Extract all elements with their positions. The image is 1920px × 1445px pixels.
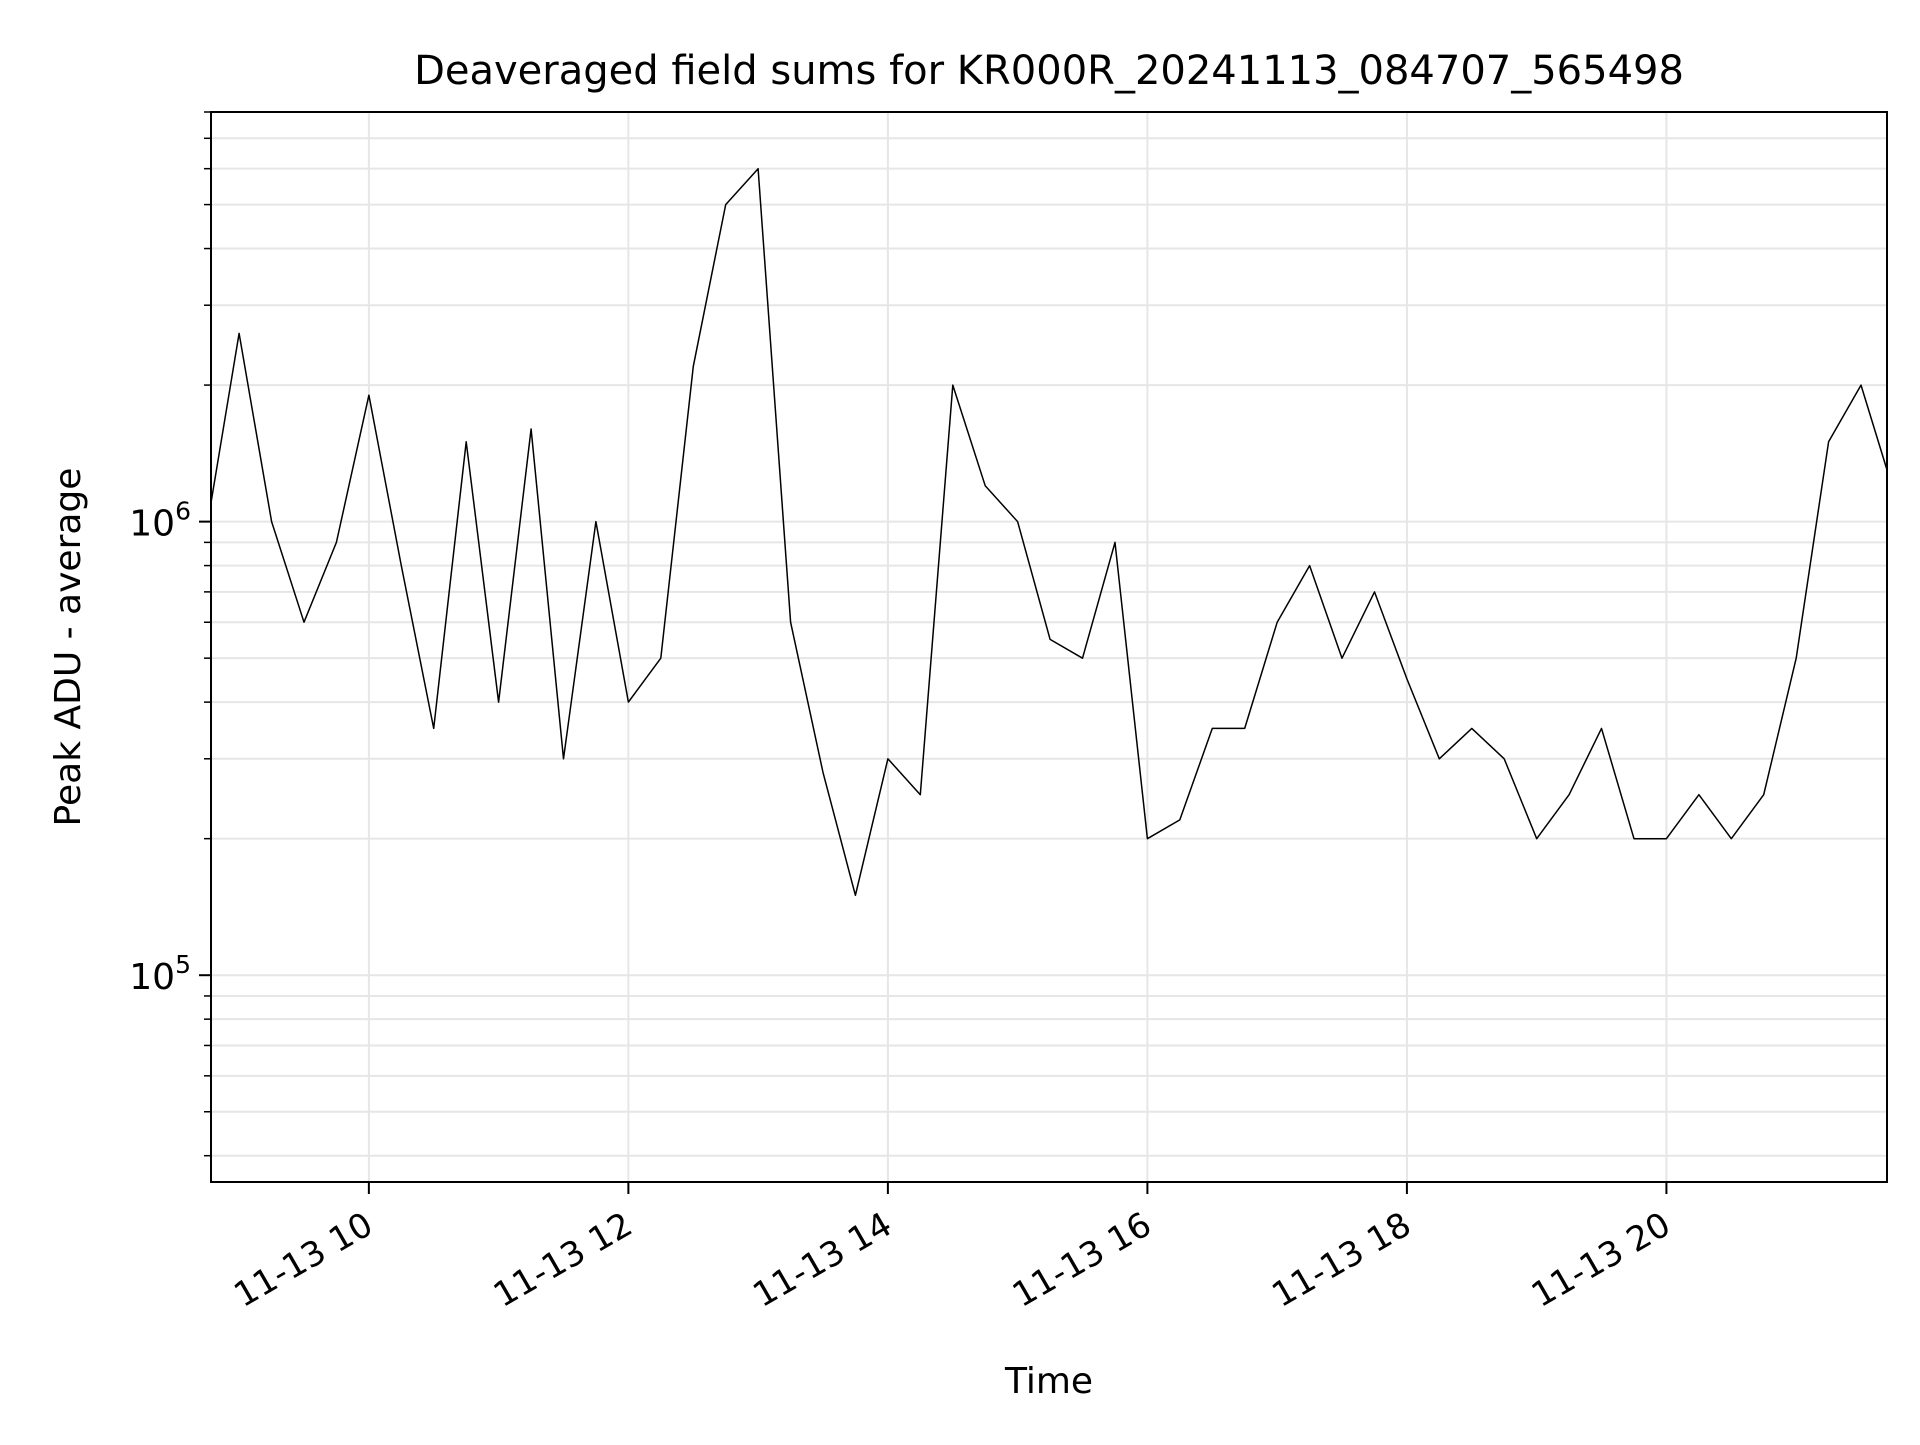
- chart-title: Deaveraged field sums for KR000R_2024111…: [414, 48, 1684, 94]
- y-tick-label: 106: [129, 497, 191, 545]
- plot-lines: [210, 167, 1888, 897]
- y-tick-label: 105: [129, 950, 191, 998]
- series-line: [210, 167, 1888, 897]
- grid: [211, 111, 1887, 1182]
- x-axis-label: Time: [1004, 1361, 1093, 1402]
- plot-frame: [210, 111, 1888, 1183]
- y-axis-label: Peak ADU - average: [48, 468, 89, 827]
